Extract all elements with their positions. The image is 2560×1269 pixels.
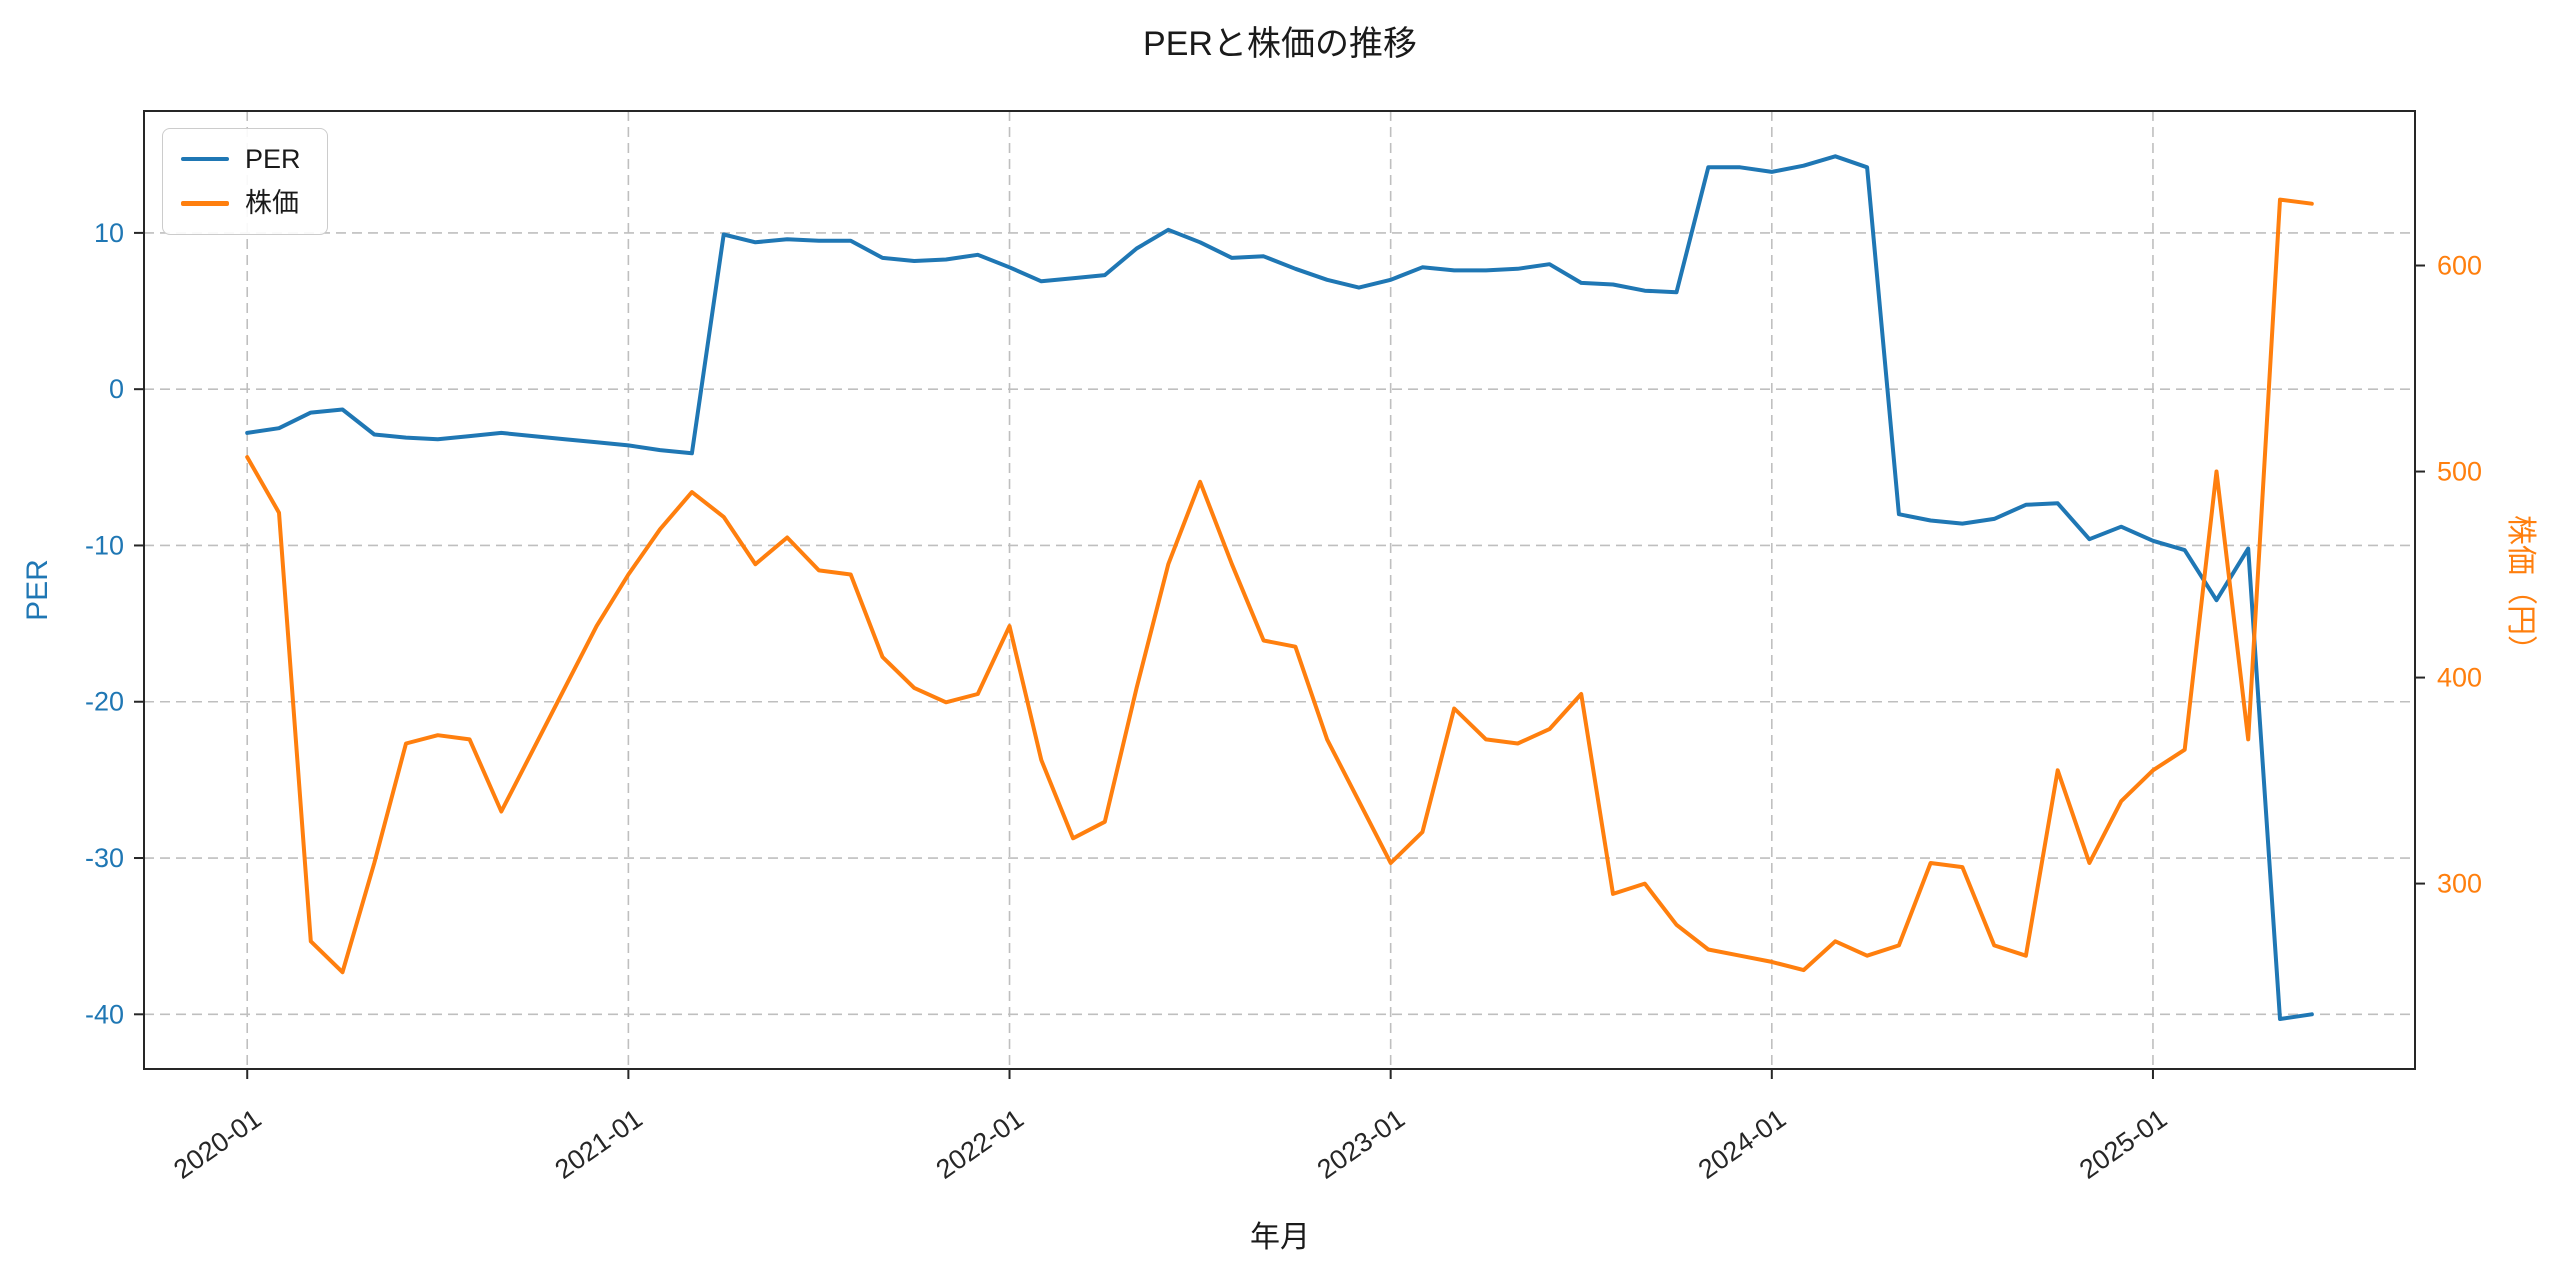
per-line-swatch [181,156,229,162]
left-tick-label: 10 [94,218,124,248]
left-tick-label: -40 [85,999,124,1029]
x-tick-label: 2022-01 [931,1103,1029,1184]
per-line [245,154,2314,1021]
left-tick-label: -20 [85,687,124,717]
price-line [245,197,2314,975]
price-line-swatch [181,201,229,206]
y-axis-label-left: PER [21,559,54,621]
right-tick-label: 400 [2437,663,2482,693]
legend: PER 株価 [162,128,328,235]
left-tick-label: 0 [109,374,124,404]
x-axis-label: 年月 [1250,1221,1310,1254]
y-axis-label-right: 株価（円） [2504,515,2537,665]
chart-title: PERと株価の推移 [1143,25,1417,63]
x-tick-label: 2023-01 [1312,1103,1410,1184]
axes-frame [143,110,2416,1070]
legend-label-price: 株価 [245,188,299,219]
legend-item-price: 株価 [181,187,301,219]
legend-item-per: PER [181,143,301,175]
left-tick-label: -10 [85,530,124,560]
x-tick-label: 2020-01 [168,1103,266,1184]
legend-label-per: PER [245,144,301,174]
right-tick-label: 500 [2437,457,2482,487]
left-tick-label: -30 [85,843,124,873]
x-tick-label: 2025-01 [2074,1103,2172,1184]
right-tick-label: 600 [2437,251,2482,281]
x-tick-label: 2021-01 [549,1103,647,1184]
x-tick-label: 2024-01 [1693,1103,1791,1184]
right-tick-label: 300 [2437,869,2482,899]
